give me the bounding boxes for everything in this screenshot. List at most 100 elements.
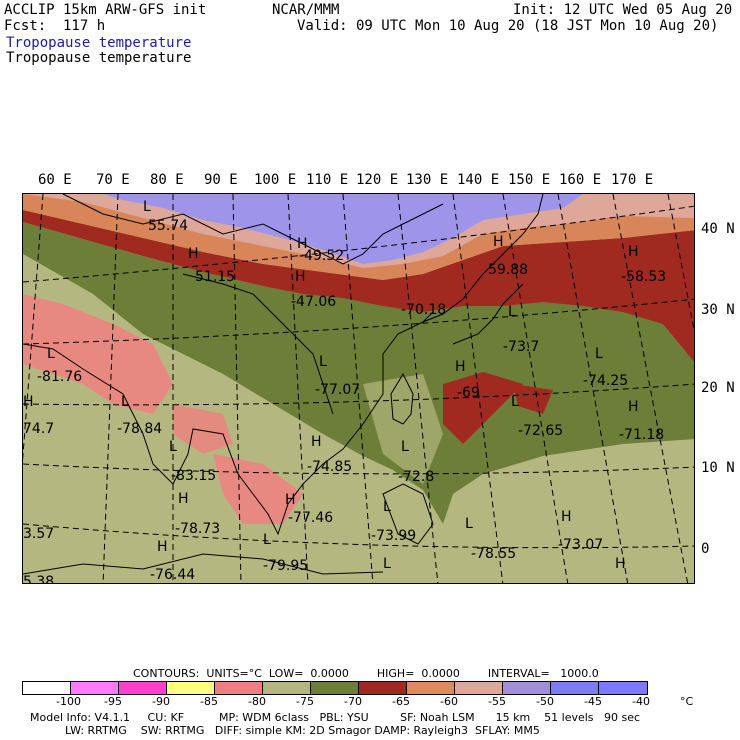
colorbar-swatch [359, 682, 407, 694]
high-marker: H [295, 269, 306, 285]
latitude-label: 40 N [701, 221, 735, 237]
colorbar-swatch [23, 682, 71, 694]
parallel-20n [23, 383, 694, 406]
low-marker: L [401, 439, 409, 455]
colorbar-swatch [167, 682, 215, 694]
parallel-30n [23, 298, 694, 345]
extremum-value: 3.57 [23, 526, 54, 542]
extremum-value: -74.25 [583, 373, 628, 389]
shade-khaki-patch [363, 374, 443, 484]
high-marker: H [455, 359, 466, 375]
extremum-value: -83.15 [171, 468, 216, 484]
high-marker: H [311, 434, 322, 450]
high-marker: H [628, 244, 639, 260]
valid-time: Valid: 09 UTC Mon 10 Aug 20 (18 JST Mon … [297, 18, 719, 34]
extremum-value: -69 [457, 385, 480, 401]
longitude-label: 110 E [306, 172, 349, 188]
extremum-value: -72.8 [398, 469, 434, 485]
extremum-value: -78.84 [117, 421, 162, 437]
colorbar-label: -75 [296, 695, 314, 708]
extremum-value: -73.7 [503, 339, 539, 355]
high-marker: H [188, 246, 199, 262]
extremum-value: 5.38 [23, 574, 54, 584]
model-info-line2: LW: RRTMG SW: RRTMG DIFF: simple KM: 2D … [30, 724, 540, 737]
init-time: Init: 12 UTC Wed 05 Aug 20 [513, 2, 733, 18]
extremum-value: -76.44 [150, 567, 195, 583]
graticule [23, 194, 694, 583]
extremum-value: -49.52 [299, 248, 344, 264]
colorbar-label: -70 [344, 695, 362, 708]
extremum-value: -81.76 [37, 369, 82, 385]
latitude-label: 20 N [701, 380, 735, 396]
longitude-label: 130 E [406, 172, 449, 188]
longitude-label: 170 E [611, 172, 654, 188]
field-title-shaded: Tropopause temperature [6, 35, 192, 51]
longitude-label: 70 E [96, 172, 130, 188]
extremum-value: 59.88 [488, 262, 528, 278]
colorbar-swatch [119, 682, 167, 694]
forecast-hour: Fcst: 117 h [4, 18, 106, 34]
colorbar-label: -85 [200, 695, 218, 708]
longitude-label: 60 E [38, 172, 72, 188]
high-marker: H [561, 509, 572, 525]
latitude-label: 0 [701, 541, 710, 557]
high-marker: H [285, 492, 296, 508]
field-title-contour: Tropopause temperature [6, 50, 192, 66]
high-marker: H [628, 399, 639, 415]
low-marker: L [47, 346, 55, 362]
colorbar-label: -50 [536, 695, 554, 708]
colorbar-swatch [263, 682, 311, 694]
colorbar-label: -60 [440, 695, 458, 708]
colorbar-swatch [551, 682, 599, 694]
low-marker: L [595, 346, 603, 362]
extremum-value: -47.06 [291, 294, 336, 310]
longitude-label: 80 E [150, 172, 184, 188]
low-marker: L [508, 304, 516, 320]
colorbar-label: -55 [488, 695, 506, 708]
colorbar-swatch [215, 682, 263, 694]
extremum-value: -78.73 [175, 521, 220, 537]
low-marker: L [169, 439, 177, 455]
low-marker: L [383, 556, 391, 572]
institution-label: NCAR/MMM [272, 2, 340, 18]
latitude-label: 30 N [701, 302, 735, 318]
longitude-label: 120 E [356, 172, 399, 188]
colorbar-label: -95 [104, 695, 122, 708]
shade-salmon-india [23, 294, 173, 414]
shade-salmon-indochina [213, 454, 303, 524]
extremum-value: -58.53 [621, 269, 666, 285]
low-marker: L [263, 532, 271, 548]
low-marker: L [383, 499, 391, 515]
extremum-value: -79.95 [263, 558, 308, 574]
extremum-value: 51.15 [195, 269, 235, 285]
colorbar-swatch [503, 682, 551, 694]
parallel-10n [23, 463, 694, 475]
latitude-label: 10 N [701, 460, 735, 476]
contour-info: CONTOURS: UNITS=°C LOW= 0.0000 HIGH= 0.0… [133, 667, 599, 680]
extremum-value: 55.74 [148, 218, 188, 234]
colorbar-label: -90 [152, 695, 170, 708]
high-marker: H [297, 236, 308, 252]
high-marker: H [615, 556, 626, 572]
extremum-value: 74.7 [23, 421, 54, 437]
colorbar-swatch [71, 682, 119, 694]
extremum-value: -72.65 [518, 423, 563, 439]
extremum-value: -78.55 [471, 546, 516, 562]
coastlines [23, 194, 544, 575]
map-panel: L 55.74 H -49.52 H 51.15 H -47.06 H 59.88 H -58.53-… [22, 193, 695, 584]
colorbar-swatch [311, 682, 359, 694]
parallel-0 [23, 523, 694, 549]
parallel-40n [23, 205, 694, 283]
colorbar-swatch [599, 682, 647, 694]
extremum-value: -70.18 [401, 302, 446, 318]
shade-red-patch-2 [513, 384, 553, 414]
shade-salmon-bay [173, 404, 233, 454]
low-marker: L [121, 394, 129, 410]
colorbar-label: -40 [632, 695, 650, 708]
colorbar [22, 681, 648, 695]
extremum-value: -77.07 [315, 382, 360, 398]
high-marker: H [23, 394, 34, 410]
model-title: ACCLIP 15km ARW-GFS init [4, 2, 207, 18]
longitude-label: 160 E [559, 172, 602, 188]
